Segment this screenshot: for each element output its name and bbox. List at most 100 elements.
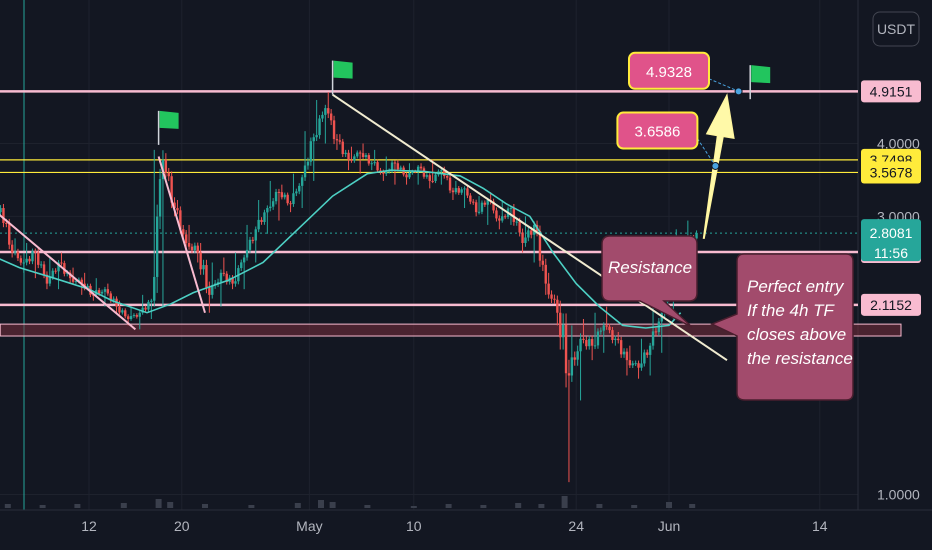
- candle-body: [617, 338, 620, 341]
- candle-body: [269, 206, 272, 209]
- candle-body: [486, 199, 489, 205]
- volume-bar: [538, 504, 545, 508]
- currency-badge[interactable]: USDT: [872, 11, 920, 47]
- candle-body: [309, 141, 313, 162]
- candle-body: [124, 310, 127, 317]
- entry-callout[interactable]: Perfect entry If the 4h TF closes above …: [710, 253, 854, 401]
- trendline: [0, 214, 137, 331]
- candle-body: [628, 360, 632, 366]
- x-tick-label: May: [296, 518, 322, 534]
- candle-body: [646, 352, 649, 355]
- candle-body: [385, 171, 388, 174]
- candle-body: [425, 175, 429, 177]
- callout-box: [616, 111, 699, 150]
- candle-body: [370, 163, 373, 165]
- trendlines: [0, 93, 728, 361]
- price-level-badge: [861, 80, 921, 103]
- candle-body: [257, 219, 260, 230]
- callout-box: [628, 51, 710, 90]
- candle-body: [405, 174, 408, 178]
- candle-body: [483, 202, 487, 205]
- candle-body: [570, 357, 574, 376]
- candle-body: [150, 300, 153, 302]
- candle-body: [608, 326, 611, 331]
- candle-body: [5, 222, 8, 224]
- candle-body: [695, 232, 698, 239]
- candle-body: [260, 219, 263, 223]
- resistance-callout[interactable]: Resistance: [601, 235, 698, 328]
- candle-body: [280, 192, 284, 198]
- candle-body: [356, 152, 359, 157]
- candle-body: [376, 162, 379, 171]
- candle-body: [77, 279, 81, 282]
- candle-body: [460, 189, 463, 193]
- callout-point: [734, 87, 743, 96]
- candle-body: [289, 203, 292, 205]
- candle-body: [71, 278, 75, 282]
- candle-body: [521, 232, 524, 244]
- candle-body: [547, 283, 550, 295]
- candle-body: [112, 298, 115, 301]
- x-tick-label: 14: [812, 518, 828, 534]
- candle-body: [469, 195, 472, 202]
- candle-body: [361, 153, 365, 157]
- candle-body: [208, 287, 211, 295]
- price-level-badge: [861, 293, 921, 316]
- candle-body: [286, 194, 289, 204]
- candle-body: [550, 294, 553, 299]
- candle-body: [10, 244, 14, 253]
- flags: [157, 60, 771, 145]
- candle-body: [445, 176, 449, 178]
- y-tick-label: 4.0000: [877, 135, 920, 151]
- candle-body: [396, 163, 400, 170]
- x-axis: 12 20 May 10 24 Jun 14: [81, 518, 828, 534]
- volume-bar: [167, 502, 174, 508]
- candle-body: [292, 193, 295, 204]
- trendline: [332, 93, 728, 361]
- callout-connector: [708, 78, 739, 92]
- candle-body: [144, 307, 147, 310]
- candle-body: [596, 331, 600, 346]
- volume-bar: [39, 505, 46, 508]
- candle-body: [138, 312, 141, 317]
- candle-body: [332, 120, 336, 140]
- resistance-label: Resistance: [608, 258, 692, 277]
- candle-body: [92, 294, 95, 296]
- candle-body: [495, 210, 498, 219]
- candle-body: [431, 180, 434, 182]
- candle-body: [544, 264, 547, 284]
- candle-body: [541, 260, 545, 265]
- ma-line: [0, 169, 682, 329]
- volume-bar: [202, 504, 208, 508]
- candle-body: [60, 262, 63, 264]
- candle-body: [329, 113, 333, 121]
- grid: [0, 0, 932, 511]
- candle-body: [231, 277, 234, 284]
- candle-body: [51, 270, 54, 278]
- candle-body: [590, 339, 594, 346]
- candle-body: [419, 166, 423, 169]
- candle-body: [126, 316, 130, 319]
- candle-body: [196, 245, 199, 253]
- candle-body: [182, 229, 185, 235]
- candle-body: [158, 179, 162, 217]
- candle-body: [97, 290, 101, 294]
- x-tick-label: 20: [174, 518, 190, 534]
- candle-body: [22, 262, 25, 264]
- candle-body: [573, 357, 576, 360]
- candle-body: [170, 176, 173, 203]
- flag-icon: [751, 65, 771, 84]
- candle-body: [599, 330, 603, 332]
- price-level-label: 3.5678: [870, 164, 913, 180]
- candle-body: [2, 208, 5, 223]
- volume-bar: [4, 504, 11, 508]
- candle-body: [54, 270, 57, 272]
- candle-body: [518, 221, 521, 233]
- moving-average: [0, 169, 682, 329]
- candle-body: [582, 338, 585, 341]
- candle-body: [443, 170, 446, 177]
- price-level-label: 2.1152: [870, 297, 912, 313]
- candle-body: [472, 201, 475, 203]
